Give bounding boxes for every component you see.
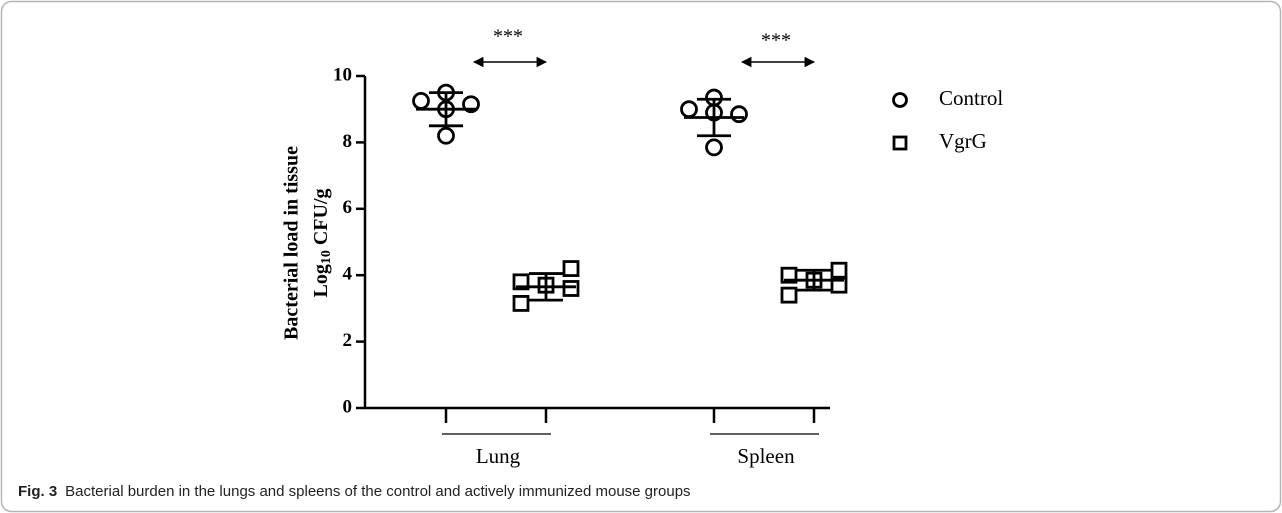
- y-axis-unit-subscript: 10: [319, 250, 334, 264]
- y-tick-label: 4: [343, 264, 353, 285]
- group-label: Lung: [476, 444, 521, 468]
- data-point: [730, 105, 748, 124]
- data-point: [512, 295, 530, 312]
- y-axis-label: Bacterial load in tissue: [281, 146, 303, 340]
- data-point: [830, 276, 848, 294]
- data-point: [780, 286, 798, 304]
- y-axis-unit-base: Log: [310, 264, 332, 297]
- y-tick-label: 8: [343, 131, 353, 152]
- data-point: [437, 126, 455, 145]
- significance-label: ***: [493, 26, 523, 48]
- significance-label: ***: [761, 30, 791, 52]
- legend-marker: [892, 135, 908, 151]
- y-tick-label: 10: [333, 64, 352, 85]
- legend-marker: [892, 92, 908, 108]
- data-point: [680, 100, 698, 119]
- data-point: [562, 260, 580, 277]
- caption-label: Fig. 3: [18, 483, 57, 500]
- caption: Fig. 3 Bacterial burden in the lungs and …: [18, 483, 691, 500]
- y-axis-unit: Log10 CFU/g: [310, 188, 335, 297]
- y-tick-label: 0: [343, 396, 353, 417]
- y-axis-unit-rest: CFU/g: [310, 188, 332, 245]
- data-point: [830, 261, 848, 279]
- legend-label: VgrG: [939, 129, 987, 153]
- caption-text: Bacterial burden in the lungs and spleen…: [65, 483, 690, 500]
- y-tick-label: 2: [343, 330, 353, 351]
- data-point: [412, 92, 430, 110]
- data-point: [780, 266, 798, 284]
- y-tick-label: 6: [343, 197, 353, 218]
- data-point: [705, 138, 723, 157]
- legend-label: Control: [939, 86, 1003, 110]
- data-point: [562, 280, 580, 297]
- data-point: [512, 273, 530, 291]
- group-label: Spleen: [737, 444, 795, 468]
